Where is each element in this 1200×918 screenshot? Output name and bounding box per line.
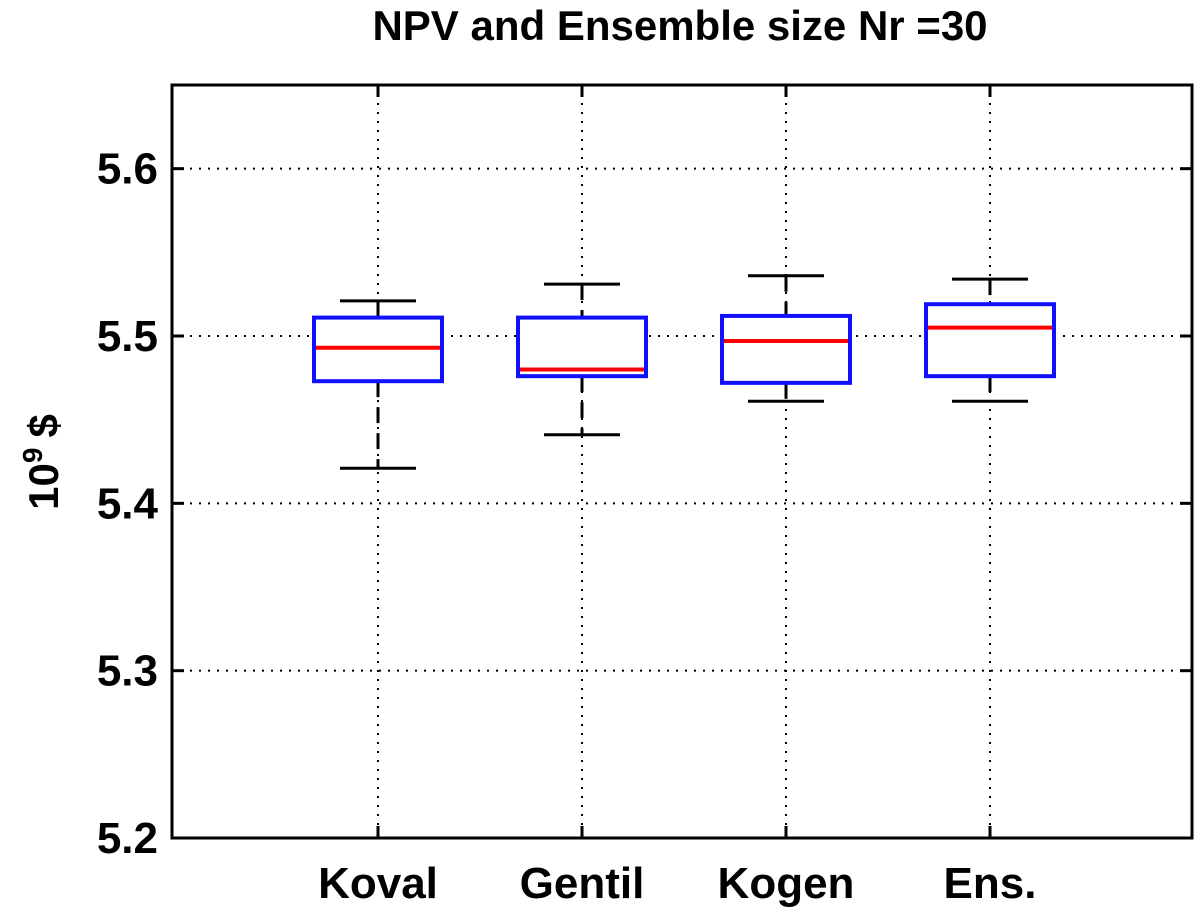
y-label-unit: $ [20,414,67,437]
boxes-group [312,274,1056,470]
x-tick-label: Gentil [520,859,645,908]
y-tick-label: 5.6 [97,145,158,194]
box-kogen [720,274,852,403]
x-tick-label: Kogen [718,859,855,908]
y-axis-label: 109 $ [17,414,67,510]
iqr-box [924,302,1056,379]
box-ens [924,277,1056,403]
grid-lines [172,85,1192,838]
y-label-base: 10 [20,463,67,510]
y-tick-label: 5.5 [97,312,158,361]
iqr-box [720,313,852,385]
x-tick-label: Koval [318,859,438,908]
box-gentil [516,282,648,437]
chart-title: NPV and Ensemble size Nr =30 [372,2,987,49]
y-tick-label: 5.4 [97,479,159,528]
y-tick-label: 5.2 [97,814,158,863]
y-label-exponent: 9 [17,448,48,464]
box-koval [312,299,444,470]
axis-ticks: 5.2 5.3 5.4 5.5 5.6 Koval Gentil Kogen Ens. [97,85,1192,908]
x-tick-label: Ens. [944,859,1037,908]
y-tick-label: 5.3 [97,647,158,696]
iqr-box [516,315,648,379]
plot-area-frame [170,83,1194,840]
